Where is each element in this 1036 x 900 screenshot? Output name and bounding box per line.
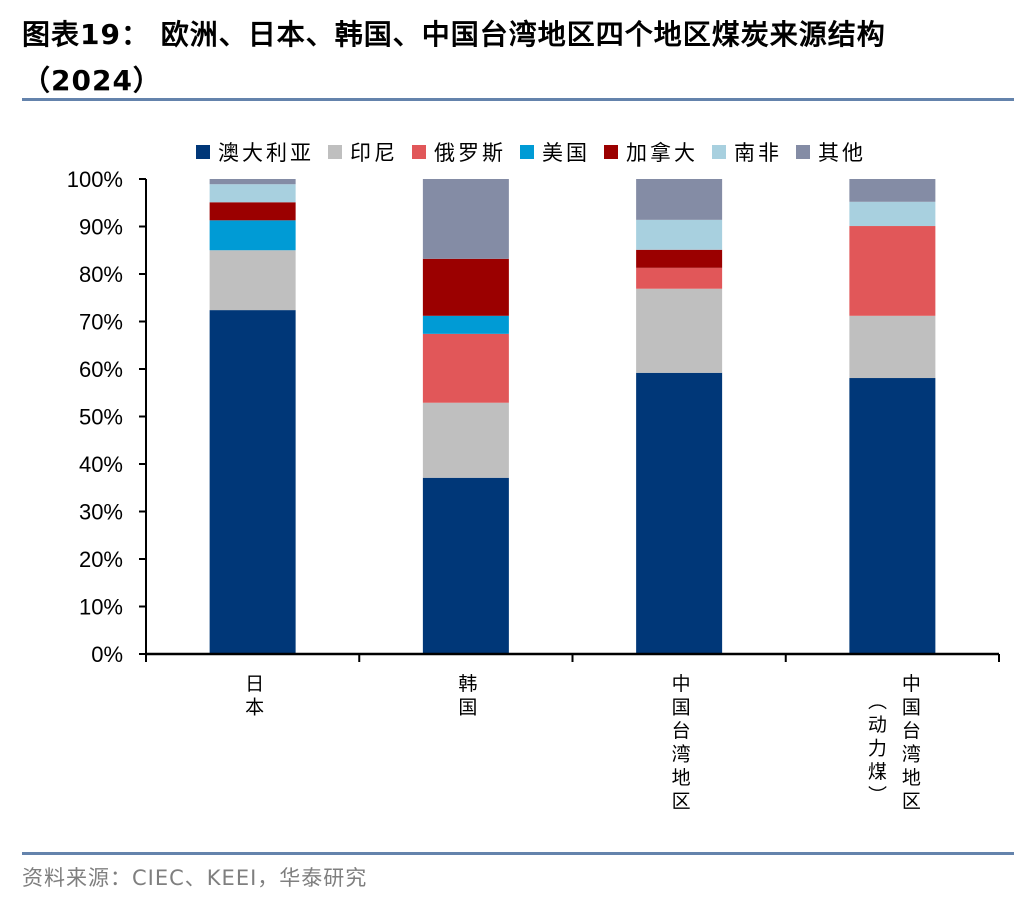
bar-segment [636,267,723,289]
x-category-char: 国 [672,697,691,719]
y-tick-label: 80% [79,262,123,287]
x-category-label: 韩国 [458,673,477,719]
bar-stack-2 [636,179,723,654]
chart-title: 图表19： 欧洲、日本、韩国、中国台湾地区四个地区煤炭来源结构 （2024） [22,12,1022,104]
legend-label: 俄罗斯 [434,141,506,165]
chart-title-line1: 图表19： 欧洲、日本、韩国、中国台湾地区四个地区煤炭来源结构 [22,18,886,51]
x-category-char: 日 [245,673,264,695]
bar-segment [636,288,723,373]
x-category-char: 中 [902,673,921,695]
legend-item: 南非 [712,141,782,165]
bar-segment [209,179,296,185]
bar-segment [849,226,936,316]
bar-segment [209,220,296,251]
title-divider [22,98,1014,101]
legend-swatch [796,145,810,159]
bars [209,179,936,654]
legend-item: 其他 [796,141,866,165]
y-tick-label: 40% [79,452,123,477]
bar-segment [422,179,509,259]
chart-title-line2: （2024） [22,64,162,97]
legend-label: 南非 [734,141,782,165]
bar-segment [636,179,723,220]
bar-segment [422,333,509,403]
legend-item: 俄罗斯 [412,141,506,165]
bar-stack-1 [422,179,509,654]
legend-item: 加拿大 [604,141,698,165]
x-category-char: 国 [902,697,921,719]
legend-swatch [520,145,534,159]
bar-segment [422,258,509,316]
stacked-bar-chart: 澳大利亚 印尼 俄罗斯 美国 加拿大 南非 其他 0% 10% 20% 30% 40% 50% 60% 7… [67,141,1000,813]
legend-swatch [196,145,210,159]
bar-stack-3 [849,179,936,654]
x-category-label: 中国台湾地区 [672,673,691,813]
y-tick-label: 70% [79,310,123,335]
bar-segment [636,249,723,268]
x-category-char: 湾 [902,744,921,766]
x-category-char: 湾 [672,744,691,766]
axes: 0%10%20%30%40%50%60%70%80%90%100%日本韩国中国台… [67,167,1000,813]
y-tick-label: 0% [91,642,123,667]
legend-label: 印尼 [350,141,398,165]
bar-segment [849,378,936,654]
bar-segment [849,315,936,379]
bar-segment [849,201,936,227]
bar-segment [209,184,296,203]
bar-segment [209,250,296,311]
x-category-char: 台 [902,720,921,742]
bar-segment [209,202,296,221]
y-tick-label: 10% [79,595,123,620]
x-category-label: 日本 [245,673,264,719]
x-category-char: 韩 [458,673,477,695]
legend-item: 澳大利亚 [196,141,314,165]
x-category-char: ） [865,785,887,804]
legend-swatch [604,145,618,159]
x-category-label: 中国台湾地区 （ 动力煤 ） [865,673,921,813]
source-divider [22,852,1014,855]
bar-segment [422,315,509,334]
y-tick-label: 30% [79,500,123,525]
legend-swatch [412,145,426,159]
x-category-char: 台 [672,720,691,742]
legend-label: 加拿大 [626,141,698,165]
x-category-char: 动 [868,714,887,736]
bar-segment [849,179,936,202]
x-category-char: 区 [672,791,691,813]
bar-segment [636,219,723,250]
x-category-char: 地 [902,767,921,789]
y-tick-label: 100% [67,167,123,192]
legend-label: 其他 [818,141,866,165]
y-tick-label: 20% [79,547,123,572]
legend-swatch [328,145,342,159]
x-category-char: 地 [672,767,691,789]
x-category-char: 中 [672,673,691,695]
legend: 澳大利亚 印尼 俄罗斯 美国 加拿大 南非 其他 [196,141,866,165]
x-category-char: 煤 [868,761,887,783]
x-category-char: 国 [458,697,477,719]
legend-label: 美国 [542,141,590,165]
x-category-char: （ [865,691,887,710]
bar-segment [209,310,296,654]
legend-item: 印尼 [328,141,398,165]
y-tick-label: 60% [79,357,123,382]
y-tick-label: 50% [79,405,123,430]
x-category-char: 力 [868,738,887,760]
bar-segment [422,402,509,478]
legend-label: 澳大利亚 [218,141,314,165]
bar-segment [422,477,509,654]
legend-swatch [712,145,726,159]
x-category-char: 本 [245,697,264,719]
x-category-char: 区 [902,791,921,813]
legend-item: 美国 [520,141,590,165]
y-tick-label: 90% [79,215,123,240]
bar-segment [636,372,723,654]
source-note: 资料来源：CIEC、KEEI，华泰研究 [22,866,368,890]
bar-stack-0 [209,179,296,654]
